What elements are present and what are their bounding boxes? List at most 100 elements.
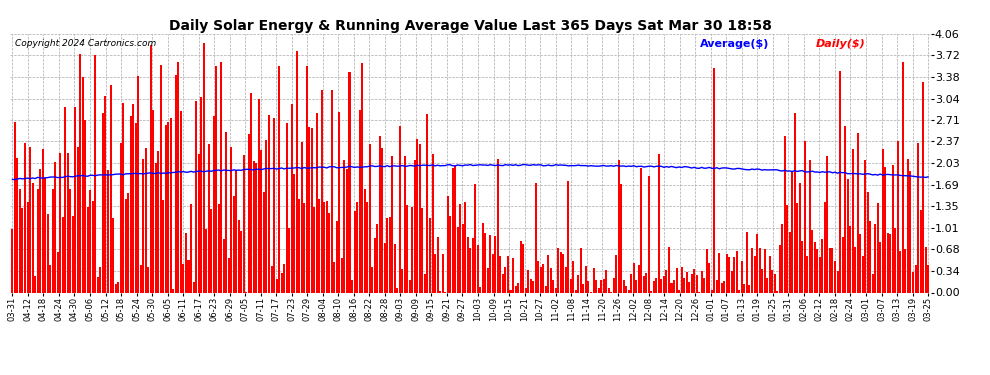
Bar: [796, 202, 798, 292]
Bar: [665, 270, 667, 292]
Bar: [59, 153, 61, 292]
Bar: [319, 199, 321, 292]
Bar: [535, 183, 537, 292]
Bar: [587, 280, 589, 292]
Bar: [79, 54, 81, 292]
Bar: [691, 274, 693, 292]
Bar: [748, 285, 750, 292]
Bar: [861, 256, 863, 292]
Bar: [417, 140, 419, 292]
Bar: [887, 232, 889, 292]
Bar: [502, 274, 504, 292]
Bar: [859, 234, 861, 292]
Bar: [779, 245, 781, 292]
Bar: [434, 254, 436, 292]
Bar: [766, 278, 768, 292]
Bar: [77, 147, 79, 292]
Bar: [464, 202, 466, 292]
Bar: [226, 132, 228, 292]
Bar: [175, 75, 177, 292]
Bar: [618, 160, 620, 292]
Bar: [655, 278, 657, 292]
Bar: [547, 255, 549, 292]
Text: Average($): Average($): [700, 39, 770, 49]
Bar: [283, 264, 285, 292]
Bar: [570, 279, 572, 292]
Bar: [170, 118, 172, 292]
Bar: [517, 283, 519, 292]
Bar: [801, 241, 803, 292]
Bar: [673, 280, 675, 292]
Bar: [87, 207, 89, 292]
Bar: [837, 272, 839, 292]
Bar: [786, 205, 788, 292]
Bar: [135, 123, 137, 292]
Bar: [285, 123, 288, 292]
Bar: [543, 264, 545, 292]
Bar: [97, 277, 99, 292]
Bar: [389, 217, 391, 292]
Bar: [241, 231, 243, 292]
Bar: [89, 190, 91, 292]
Bar: [877, 204, 879, 292]
Bar: [122, 103, 124, 292]
Bar: [814, 242, 816, 292]
Bar: [675, 268, 677, 292]
Bar: [177, 62, 179, 292]
Bar: [776, 291, 778, 292]
Bar: [29, 147, 31, 292]
Bar: [94, 56, 96, 292]
Bar: [525, 288, 527, 292]
Bar: [187, 260, 189, 292]
Bar: [419, 144, 421, 292]
Bar: [92, 201, 94, 292]
Bar: [12, 229, 14, 292]
Bar: [341, 258, 343, 292]
Bar: [724, 281, 726, 292]
Bar: [148, 267, 149, 292]
Bar: [288, 228, 290, 292]
Bar: [668, 246, 670, 292]
Bar: [806, 256, 809, 292]
Bar: [54, 162, 56, 292]
Bar: [636, 280, 638, 292]
Bar: [736, 251, 738, 292]
Bar: [804, 141, 806, 292]
Bar: [180, 111, 182, 292]
Bar: [520, 240, 522, 292]
Bar: [192, 282, 195, 292]
Bar: [366, 202, 368, 292]
Bar: [185, 233, 187, 292]
Bar: [660, 279, 662, 292]
Bar: [920, 210, 922, 292]
Bar: [252, 161, 254, 292]
Bar: [527, 270, 529, 292]
Bar: [157, 151, 159, 292]
Bar: [336, 221, 338, 292]
Bar: [449, 216, 451, 292]
Bar: [268, 116, 270, 292]
Bar: [663, 276, 665, 292]
Bar: [741, 261, 742, 292]
Bar: [376, 224, 378, 292]
Bar: [716, 280, 718, 292]
Bar: [706, 249, 708, 292]
Bar: [316, 113, 318, 292]
Bar: [817, 249, 819, 292]
Bar: [721, 283, 723, 292]
Bar: [658, 154, 660, 292]
Bar: [446, 196, 448, 292]
Bar: [162, 200, 164, 292]
Bar: [512, 258, 514, 292]
Bar: [356, 202, 358, 292]
Bar: [631, 274, 633, 292]
Bar: [559, 252, 561, 292]
Bar: [42, 149, 44, 292]
Bar: [203, 43, 205, 292]
Bar: [719, 253, 721, 292]
Bar: [334, 262, 336, 292]
Bar: [190, 204, 192, 292]
Bar: [582, 284, 584, 292]
Bar: [154, 163, 156, 292]
Bar: [874, 224, 876, 292]
